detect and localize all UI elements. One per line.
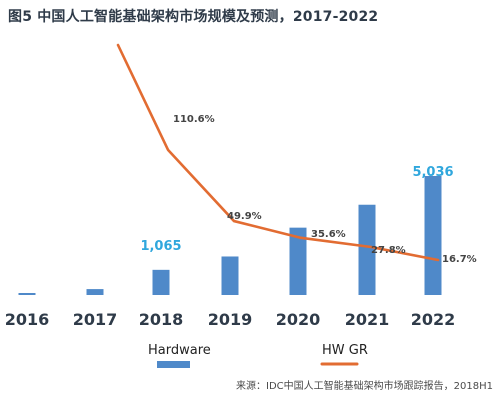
legend-swatch-hardware bbox=[157, 361, 190, 368]
bar-2018 bbox=[152, 269, 170, 295]
line-series-hw-gr bbox=[116, 43, 440, 262]
bar-2016 bbox=[18, 293, 36, 295]
data-labels: 1,065 5,036 110.6% 49.9% 35.6% 27.8% 16.7% bbox=[140, 114, 476, 265]
x-tick-2020: 2020 bbox=[276, 310, 321, 329]
bar-label-2022: 5,036 bbox=[412, 165, 453, 180]
line-label-2022: 16.7% bbox=[442, 254, 477, 265]
bar-2021 bbox=[358, 204, 376, 295]
bar-2019 bbox=[221, 256, 239, 295]
legend: Hardware HW GR bbox=[148, 343, 368, 368]
x-tick-2022: 2022 bbox=[411, 310, 456, 329]
source-note: 来源：IDC中国人工智能基础架构市场跟踪报告，2018H1 bbox=[236, 381, 493, 392]
x-tick-2019: 2019 bbox=[208, 310, 253, 329]
x-axis: 2016 2017 2018 2019 2020 2021 2022 bbox=[5, 310, 456, 329]
line-label-2018: 110.6% bbox=[173, 114, 215, 125]
bar-2017 bbox=[86, 289, 104, 295]
x-tick-2018: 2018 bbox=[139, 310, 184, 329]
bar-series-hardware bbox=[18, 176, 442, 295]
x-tick-2017: 2017 bbox=[73, 310, 118, 329]
line-path bbox=[116, 43, 440, 262]
legend-label-hw-gr: HW GR bbox=[322, 343, 368, 358]
line-label-2021: 27.8% bbox=[371, 245, 406, 256]
legend-label-hardware: Hardware bbox=[148, 343, 211, 358]
bar-2022 bbox=[424, 176, 442, 295]
line-label-2020: 35.6% bbox=[311, 229, 346, 240]
bar-2020 bbox=[289, 227, 307, 295]
x-tick-2016: 2016 bbox=[5, 310, 50, 329]
bar-label-2018: 1,065 bbox=[140, 239, 181, 254]
x-tick-2021: 2021 bbox=[345, 310, 390, 329]
chart-title: 图5 中国人工智能基础架构市场规模及预测，2017-2022 bbox=[8, 9, 379, 25]
line-label-2019: 49.9% bbox=[227, 211, 262, 222]
